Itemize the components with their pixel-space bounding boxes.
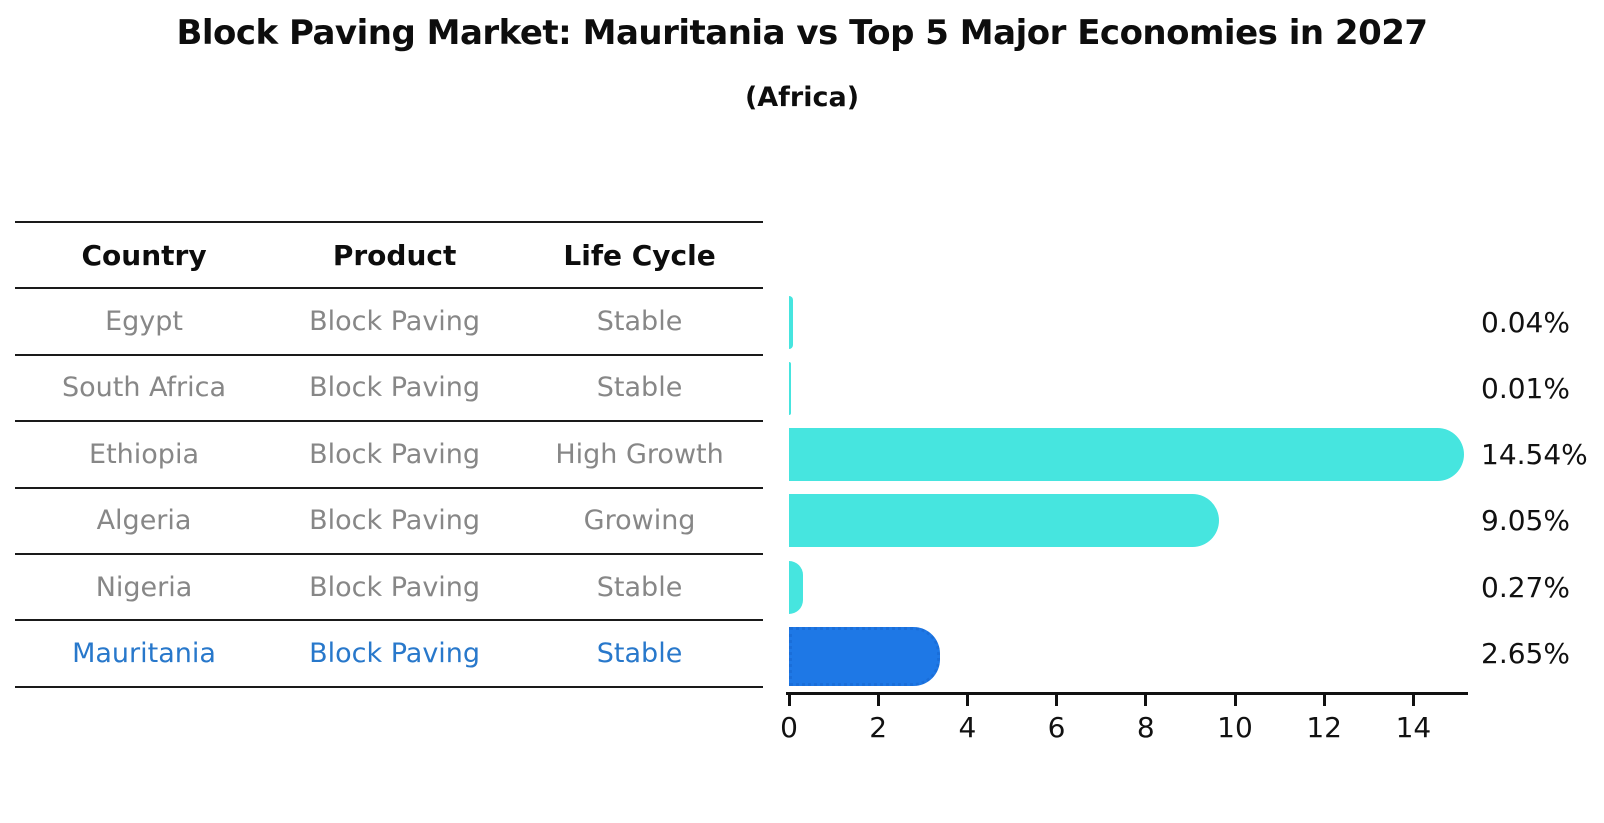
life-cycle-cell-algeria: Growing (583, 505, 696, 537)
x-axis-tick-6 (1055, 695, 1059, 706)
x-axis-tick-label-2: 2 (869, 711, 888, 744)
country-cell-mauritania: Mauritania (72, 638, 216, 670)
table-header-country: Country (81, 238, 207, 272)
table-header-row: Country Product Life Cycle (15, 223, 763, 290)
x-axis-tick-label-4: 4 (958, 711, 977, 744)
product-cell-south-africa: Block Paving (309, 372, 481, 404)
chart-subtitle: (Africa) (744, 82, 860, 113)
life-cycle-cell-mauritania: Stable (596, 638, 683, 670)
country-table: Country Product Life Cycle Egypt Block Pa… (15, 221, 763, 688)
product-cell-mauritania: Block Paving (309, 638, 481, 670)
x-axis-line (786, 692, 1468, 695)
life-cycle-cell-egypt: Stable (596, 306, 683, 338)
country-cell-algeria: Algeria (96, 505, 192, 537)
bar-egypt (789, 295, 793, 349)
product-cell-ethiopia: Block Paving (309, 438, 481, 470)
value-label-nigeria: 0.27% (1481, 570, 1570, 604)
x-axis-tick-label-10: 10 (1217, 711, 1253, 744)
x-axis-tick-4 (965, 695, 969, 706)
country-cell-nigeria: Nigeria (95, 571, 193, 603)
table-body: Egypt Block Paving Stable South Africa Block… (15, 289, 763, 688)
bar-south-africa (789, 361, 792, 415)
table-row-mauritania: Mauritania Block Paving Stable (15, 621, 763, 688)
x-axis-tick-14 (1411, 695, 1415, 706)
life-cycle-cell-nigeria: Stable (596, 571, 683, 603)
bar-nigeria (789, 560, 804, 614)
x-axis-tick-2 (876, 695, 880, 706)
country-cell-egypt: Egypt (105, 306, 183, 338)
x-axis-tick-label-12: 12 (1306, 711, 1342, 744)
table-row-ethiopia: Ethiopia Block Paving High Growth (15, 422, 763, 489)
x-axis-tick-label-14: 14 (1395, 711, 1432, 744)
product-cell-egypt: Block Paving (309, 306, 481, 338)
value-label-mauritania: 2.65% (1481, 637, 1570, 670)
table-row-egypt: Egypt Block Paving Stable (15, 289, 763, 356)
x-axis-tick-0 (787, 695, 791, 706)
life-cycle-cell-south-africa: Stable (596, 372, 683, 404)
table-header-life-cycle: Life Cycle (563, 238, 716, 272)
product-cell-algeria: Block Paving (309, 505, 481, 537)
x-axis-tick-label-6: 6 (1047, 711, 1066, 744)
life-cycle-cell-ethiopia: High Growth (555, 438, 724, 470)
bar-algeria (789, 494, 1220, 548)
x-axis-tick-10 (1233, 695, 1237, 706)
value-label-algeria: 9.05% (1481, 504, 1570, 538)
country-cell-south-africa: South Africa (61, 372, 227, 404)
table-row-south-africa: South Africa Block Paving Stable (15, 356, 763, 423)
table-header-product: Product (332, 238, 457, 272)
product-cell-nigeria: Block Paving (309, 571, 481, 603)
value-label-egypt: 0.04% (1481, 305, 1570, 339)
chart-title: Block Paving Market: Mauritania vs Top 5… (176, 13, 1428, 53)
bar-mauritania (789, 627, 940, 686)
table-row-algeria: Algeria Block Paving Growing (15, 489, 763, 555)
table-row-nigeria: Nigeria Block Paving Stable (15, 555, 763, 622)
value-label-ethiopia: 14.54% (1481, 438, 1588, 472)
value-label-south-africa: 0.01% (1481, 371, 1570, 405)
x-axis-tick-label-8: 8 (1136, 711, 1155, 744)
x-axis-tick-12 (1322, 695, 1326, 706)
bar-ethiopia (789, 428, 1464, 482)
country-cell-ethiopia: Ethiopia (89, 438, 199, 470)
x-axis-tick-8 (1144, 695, 1148, 706)
x-axis-tick-label-0: 0 (780, 711, 798, 744)
